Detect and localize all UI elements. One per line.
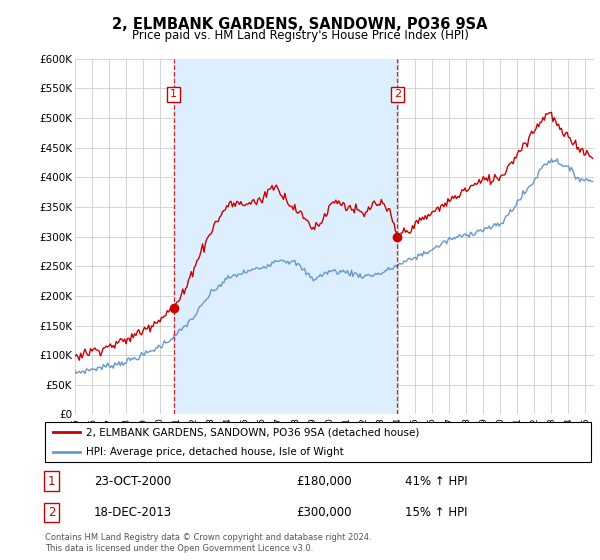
Text: Price paid vs. HM Land Registry's House Price Index (HPI): Price paid vs. HM Land Registry's House … [131, 29, 469, 42]
Text: £300,000: £300,000 [296, 506, 352, 519]
Text: 1: 1 [48, 475, 55, 488]
Text: HPI: Average price, detached house, Isle of Wight: HPI: Average price, detached house, Isle… [86, 446, 344, 456]
Text: Contains HM Land Registry data © Crown copyright and database right 2024.
This d: Contains HM Land Registry data © Crown c… [45, 533, 371, 553]
Bar [173, 59, 397, 414]
Text: 2: 2 [48, 506, 55, 519]
Text: 2, ELMBANK GARDENS, SANDOWN, PO36 9SA (detached house): 2, ELMBANK GARDENS, SANDOWN, PO36 9SA (d… [86, 427, 419, 437]
Text: £180,000: £180,000 [296, 475, 352, 488]
Text: 2: 2 [394, 90, 401, 99]
Text: 15% ↑ HPI: 15% ↑ HPI [406, 506, 468, 519]
Text: 1: 1 [170, 90, 177, 99]
Text: 41% ↑ HPI: 41% ↑ HPI [406, 475, 468, 488]
Text: 18-DEC-2013: 18-DEC-2013 [94, 506, 172, 519]
Text: 2, ELMBANK GARDENS, SANDOWN, PO36 9SA: 2, ELMBANK GARDENS, SANDOWN, PO36 9SA [112, 17, 488, 32]
Text: 23-OCT-2000: 23-OCT-2000 [94, 475, 172, 488]
FancyBboxPatch shape [45, 422, 591, 462]
